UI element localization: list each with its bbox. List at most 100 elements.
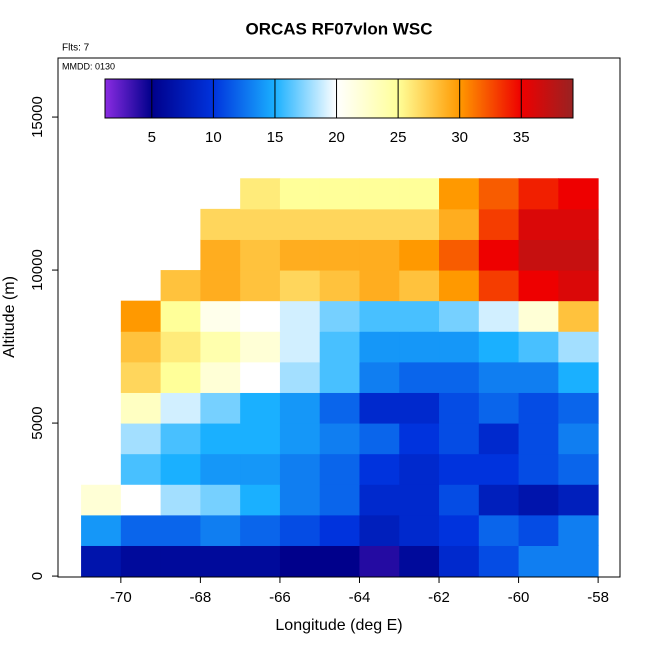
heatmap-cell (279, 331, 321, 363)
heatmap-cell (558, 423, 599, 455)
heatmap-cell (240, 423, 281, 455)
heatmap-cell (81, 514, 122, 546)
heatmap-cell (439, 423, 480, 455)
heatmap-cell (240, 239, 281, 271)
heatmap-cell (439, 331, 480, 363)
heatmap-cell (558, 361, 599, 393)
heatmap-cell (518, 545, 559, 577)
heatmap-cell (240, 484, 281, 516)
heatmap-cell (279, 208, 321, 240)
heatmap-cell (279, 545, 321, 577)
heatmap-cell (240, 178, 281, 210)
heatmap-cell (558, 545, 599, 577)
heatmap-cell (200, 208, 241, 240)
heatmap-cell (120, 300, 162, 332)
heatmap-cell (240, 361, 281, 393)
heatmap-cell (279, 300, 321, 332)
colorbar-tick-label: 25 (390, 129, 407, 146)
heatmap-cell (200, 545, 241, 577)
heatmap-cell (279, 514, 321, 546)
heatmap-cell (319, 423, 360, 455)
heatmap-cell (478, 239, 520, 271)
heatmap-cell (120, 361, 162, 393)
heatmap-cell (518, 300, 559, 332)
heatmap-cell (558, 178, 599, 210)
x-axis-label: Longitude (deg E) (275, 617, 402, 634)
heatmap-cell (439, 270, 480, 302)
heatmap-cell (518, 514, 559, 546)
heatmap-cell (240, 300, 281, 332)
heatmap-cell (279, 453, 321, 485)
heatmap-cell (399, 300, 440, 332)
heatmap-cell (319, 300, 360, 332)
colorbar (104, 78, 574, 119)
heatmap-cell (439, 208, 480, 240)
heatmap-cell (319, 392, 360, 424)
x-tick-label: -58 (587, 589, 609, 606)
heatmap-cell (439, 545, 480, 577)
heatmap-cell (518, 361, 559, 393)
heatmap-cell (319, 514, 360, 546)
heatmap-cell (478, 178, 520, 210)
heatmap-cell (518, 392, 559, 424)
heatmap-cell (558, 270, 599, 302)
heatmap-cell (518, 178, 559, 210)
heatmap-cell (478, 208, 520, 240)
heatmap-cell (439, 178, 480, 210)
heatmap-cell (120, 453, 162, 485)
heatmap-cell (120, 545, 162, 577)
heatmap-cell (399, 361, 440, 393)
heatmap-cell (558, 239, 599, 271)
heatmap-cell (160, 361, 201, 393)
heatmap-cell (319, 545, 360, 577)
heatmap-cell (439, 239, 480, 271)
heatmap-cell (558, 392, 599, 424)
heatmap-cell (319, 361, 360, 393)
heatmap-cell (200, 361, 241, 393)
heatmap-cell (518, 484, 559, 516)
heatmap-cell (478, 331, 520, 363)
heatmap-cell (558, 331, 599, 363)
heatmap-cell (359, 361, 400, 393)
heatmap-cell (279, 270, 321, 302)
heatmap-cell (279, 423, 321, 455)
heatmap-cell (279, 361, 321, 393)
heatmap-cell (200, 270, 241, 302)
colorbar-tick-label: 20 (328, 129, 345, 146)
heatmap-cell (200, 453, 241, 485)
heatmap-cell (81, 545, 122, 577)
heatmap-cell (319, 331, 360, 363)
heatmap-cell (359, 270, 400, 302)
heatmap-cell (160, 514, 201, 546)
heatmap-cell (359, 331, 400, 363)
heatmap-cell (279, 484, 321, 516)
y-tick-label: 0 (29, 572, 46, 580)
heatmap-cell (200, 484, 241, 516)
heatmap-cell (439, 361, 480, 393)
heatmap-cell (200, 239, 241, 271)
heatmap-cell (240, 545, 281, 577)
heatmap-cell (240, 270, 281, 302)
colorbar-tick-label: 5 (148, 129, 156, 146)
heatmap-cell (200, 514, 241, 546)
heatmap-cell (399, 545, 440, 577)
heatmap-cell (240, 331, 281, 363)
heatmap-cell (399, 484, 440, 516)
heatmap-cell (160, 484, 201, 516)
heatmap-cell (160, 545, 201, 577)
x-tick-label: -62 (428, 589, 450, 606)
colorbar-tick-label: 15 (267, 129, 284, 146)
heatmap-cell (558, 514, 599, 546)
heatmap-cell (399, 392, 440, 424)
x-tick-label: -64 (349, 589, 371, 606)
heatmap-cell (558, 208, 599, 240)
heatmap-cell (200, 392, 241, 424)
heatmap-cell (399, 423, 440, 455)
y-tick-label: 15000 (29, 96, 46, 138)
annotation: Flts: 7 (62, 43, 90, 54)
plot-frame (57, 57, 621, 578)
x-tick-label: -60 (508, 589, 530, 606)
heatmap-cell (81, 484, 122, 516)
heatmap-cell (359, 178, 400, 210)
